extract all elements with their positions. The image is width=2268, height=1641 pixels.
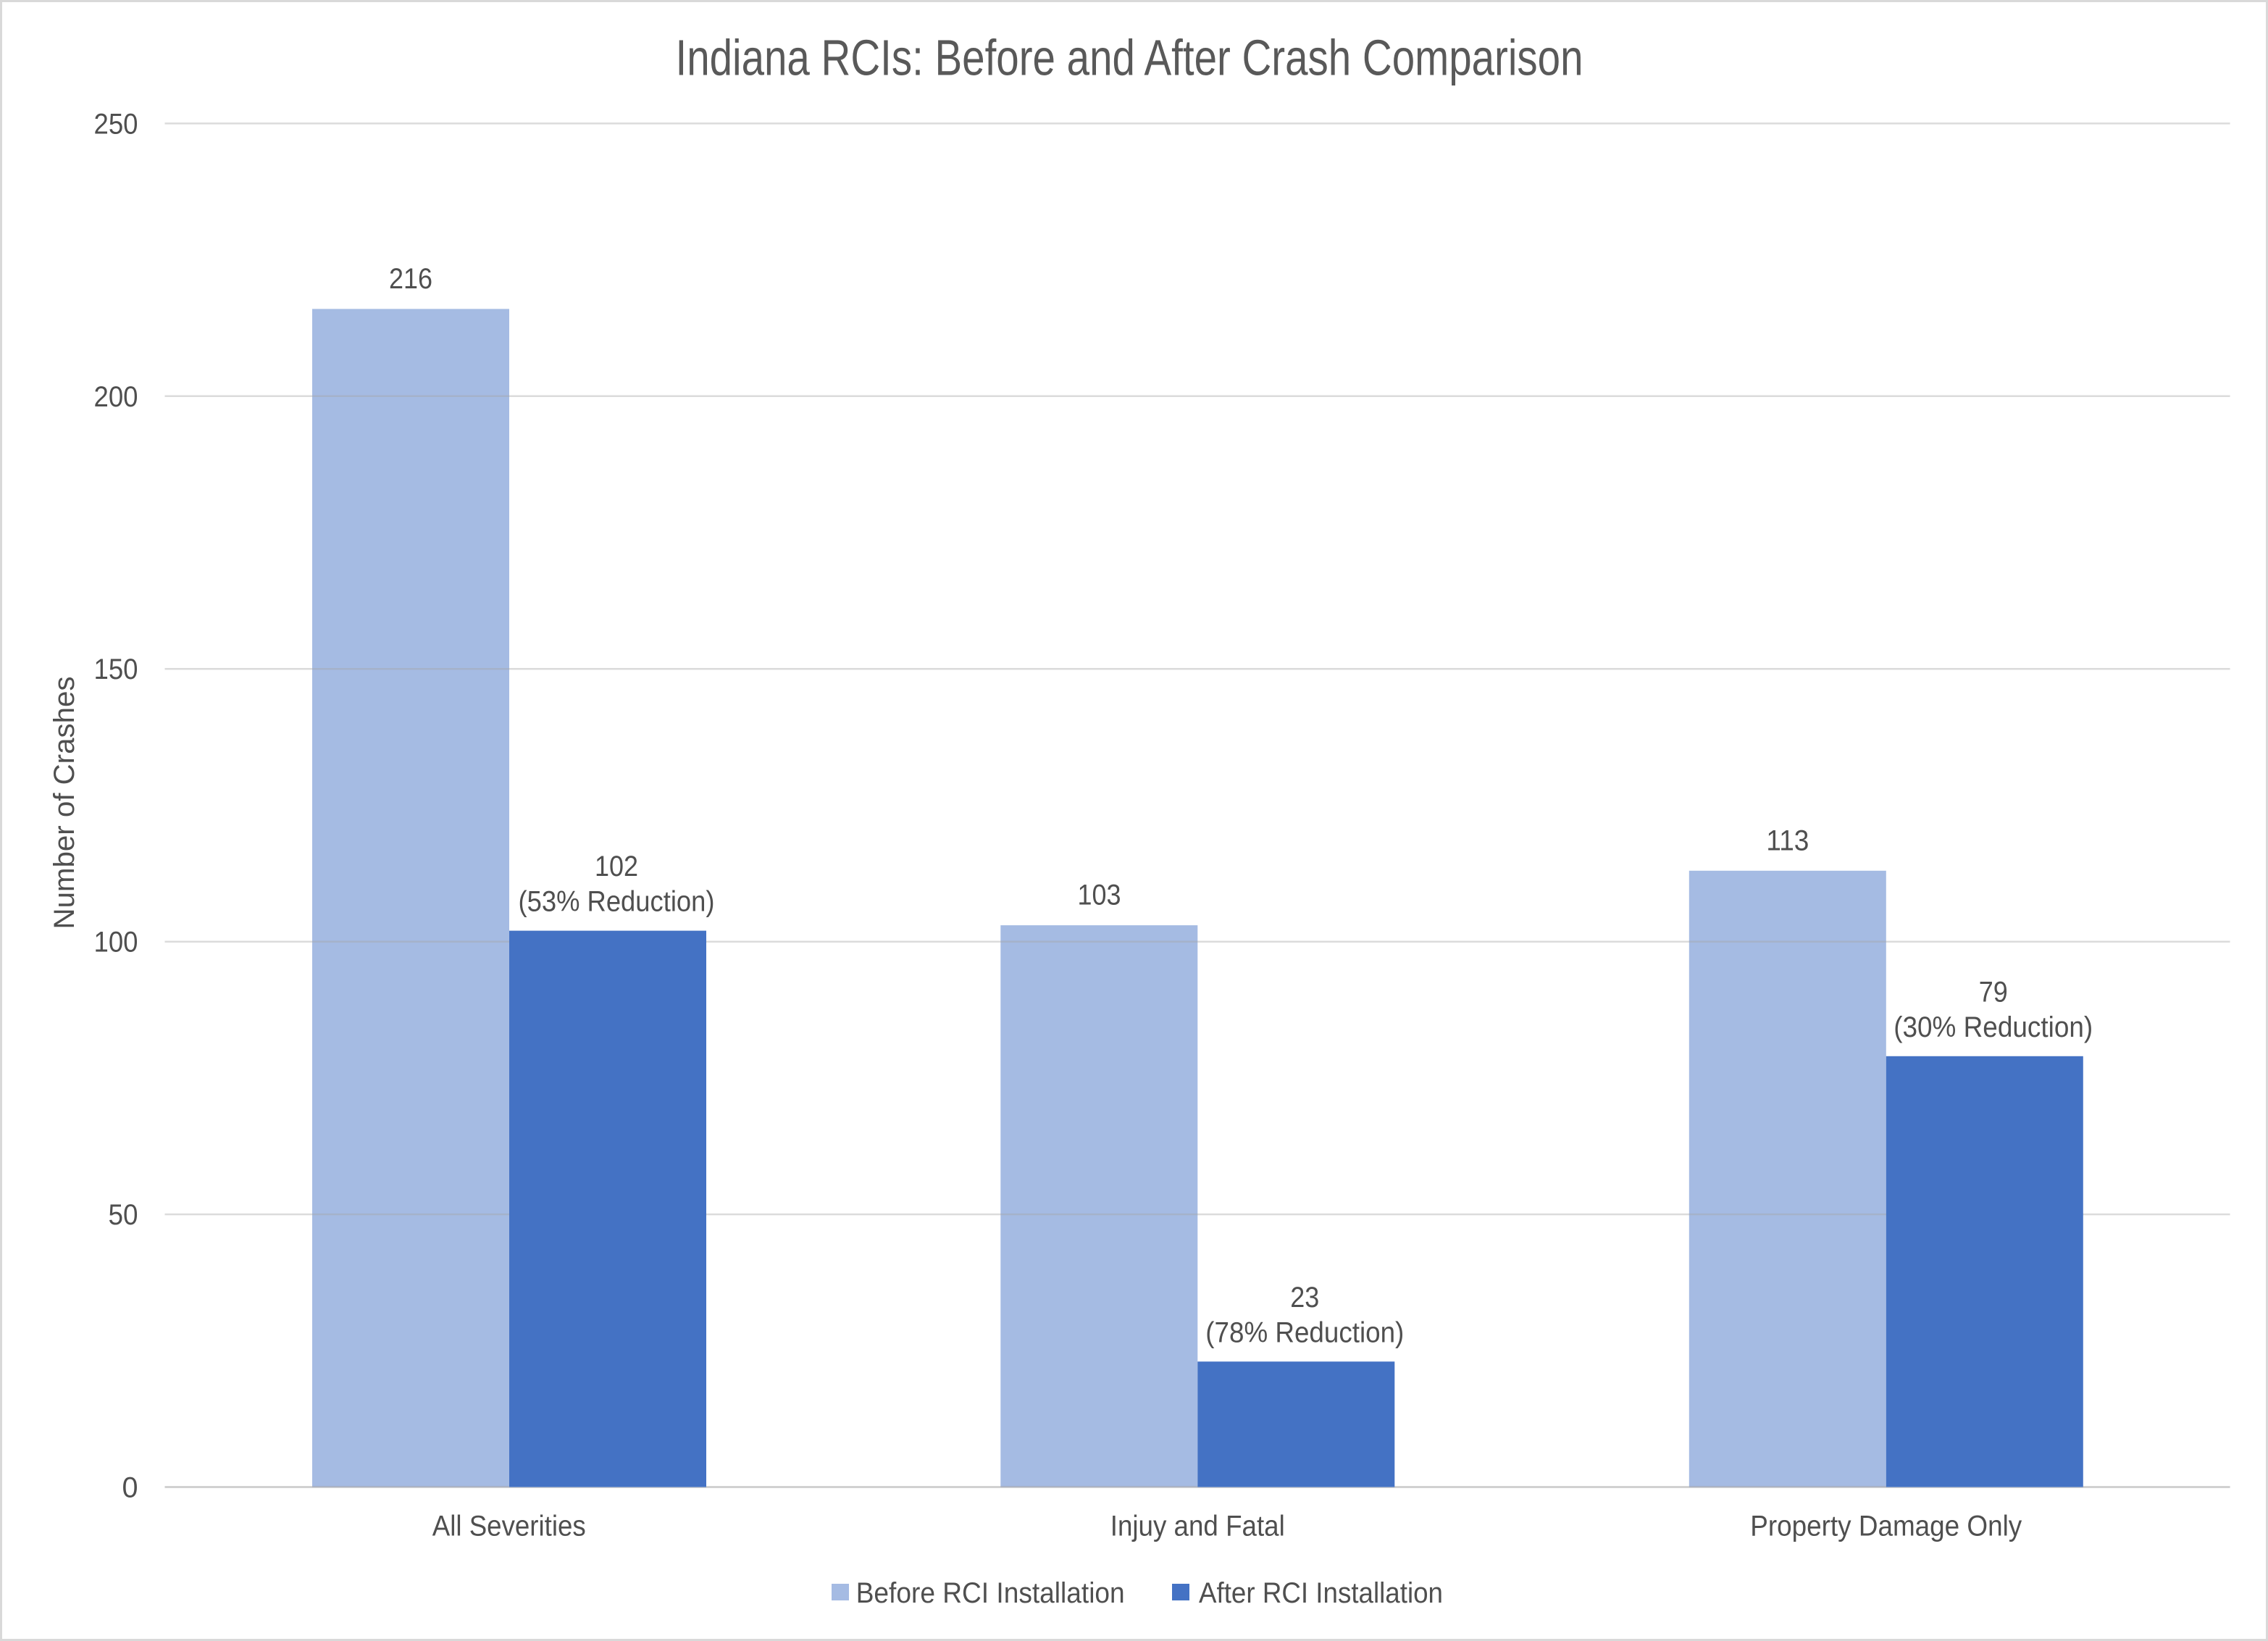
svg-text:200: 200 [94, 381, 138, 413]
svg-text:After RCI Installation: After RCI Installation [1199, 1577, 1443, 1609]
svg-text:216: 216 [389, 263, 432, 295]
svg-text:Property Damage Only: Property Damage Only [1750, 1510, 2022, 1542]
svg-text:Number of Crashes: Number of Crashes [49, 677, 80, 930]
svg-text:Injuy and Fatal: Injuy and Fatal [1110, 1510, 1285, 1542]
svg-text:150: 150 [94, 654, 138, 685]
svg-text:102: 102 [595, 851, 638, 882]
svg-text:250: 250 [94, 108, 138, 140]
svg-text:23: 23 [1290, 1282, 1319, 1314]
svg-text:50: 50 [109, 1199, 138, 1231]
svg-text:0: 0 [122, 1472, 138, 1504]
svg-text:(78% Reduction): (78% Reduction) [1205, 1316, 1404, 1348]
svg-text:(30% Reduction): (30% Reduction) [1894, 1011, 2093, 1043]
svg-text:(53% Reduction): (53% Reduction) [519, 886, 715, 918]
svg-text:103: 103 [1078, 880, 1121, 911]
svg-text:113: 113 [1766, 824, 1809, 856]
svg-text:79: 79 [1979, 976, 2008, 1008]
svg-text:Before RCI Installation: Before RCI Installation [856, 1577, 1125, 1609]
svg-text:All Severities: All Severities [432, 1510, 586, 1542]
svg-text:100: 100 [94, 927, 138, 959]
svg-text:Indiana RCIs: Before and After: Indiana RCIs: Before and After Crash Com… [676, 30, 1583, 86]
